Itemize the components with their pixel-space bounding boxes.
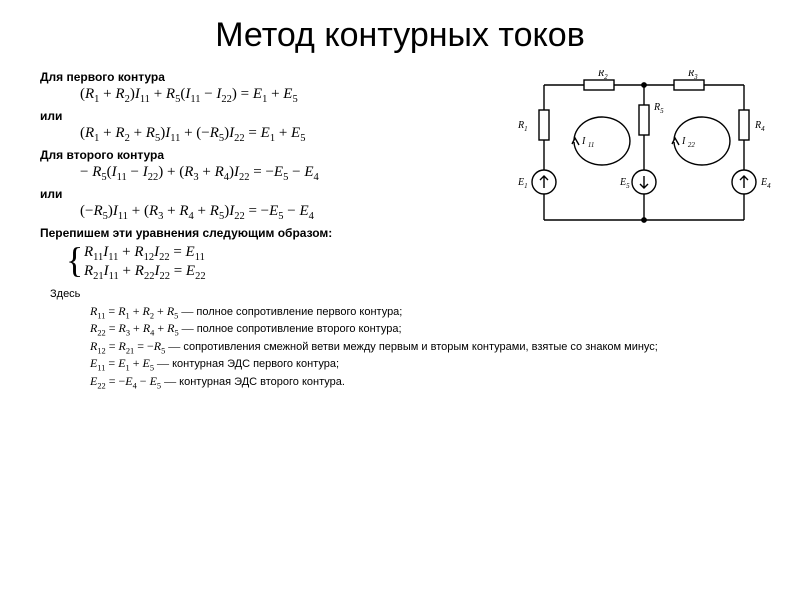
def-e22: E22 = −E4 − E5 — контурная ЭДС второго к… bbox=[90, 374, 780, 390]
circuit-label-e4: E4 bbox=[760, 177, 771, 190]
circuit-label-e5: E5 bbox=[619, 177, 630, 190]
circuit-diagram: R2 R3 R1 R4 R5 E1 E5 E4 I 11 I 22 bbox=[514, 70, 774, 240]
def-r22: R22 = R3 + R4 + R5 — полное сопротивлени… bbox=[90, 321, 780, 337]
circuit-label-e1: E1 bbox=[517, 177, 528, 190]
brace-icon: { bbox=[66, 242, 83, 278]
equation-system: { R11I11 + R12I22 = E11 R21I11 + R22I22 … bbox=[80, 244, 780, 282]
def-r12: R12 = R21 = −R5 — сопротивления смежной … bbox=[90, 339, 780, 355]
circuit-label-r4: R4 bbox=[754, 120, 765, 133]
label-here: Здесь bbox=[50, 288, 780, 300]
system-eq-2: R21I11 + R22I22 = E22 bbox=[84, 263, 780, 282]
circuit-label-i11: I 11 bbox=[581, 136, 594, 149]
circuit-label-r5: R5 bbox=[653, 102, 664, 115]
circuit-label-i22: I 22 bbox=[681, 136, 695, 149]
page-title: Метод контурных токов bbox=[0, 0, 800, 61]
definitions: R11 = R1 + R2 + R5 — полное сопротивлени… bbox=[90, 304, 780, 390]
circuit-label-r1: R1 bbox=[517, 120, 528, 133]
def-e11: E11 = E1 + E5 — контурная ЭДС первого ко… bbox=[90, 356, 780, 372]
system-eq-1: R11I11 + R12I22 = E11 bbox=[84, 244, 780, 263]
def-r11: R11 = R1 + R2 + R5 — полное сопротивлени… bbox=[90, 304, 780, 320]
